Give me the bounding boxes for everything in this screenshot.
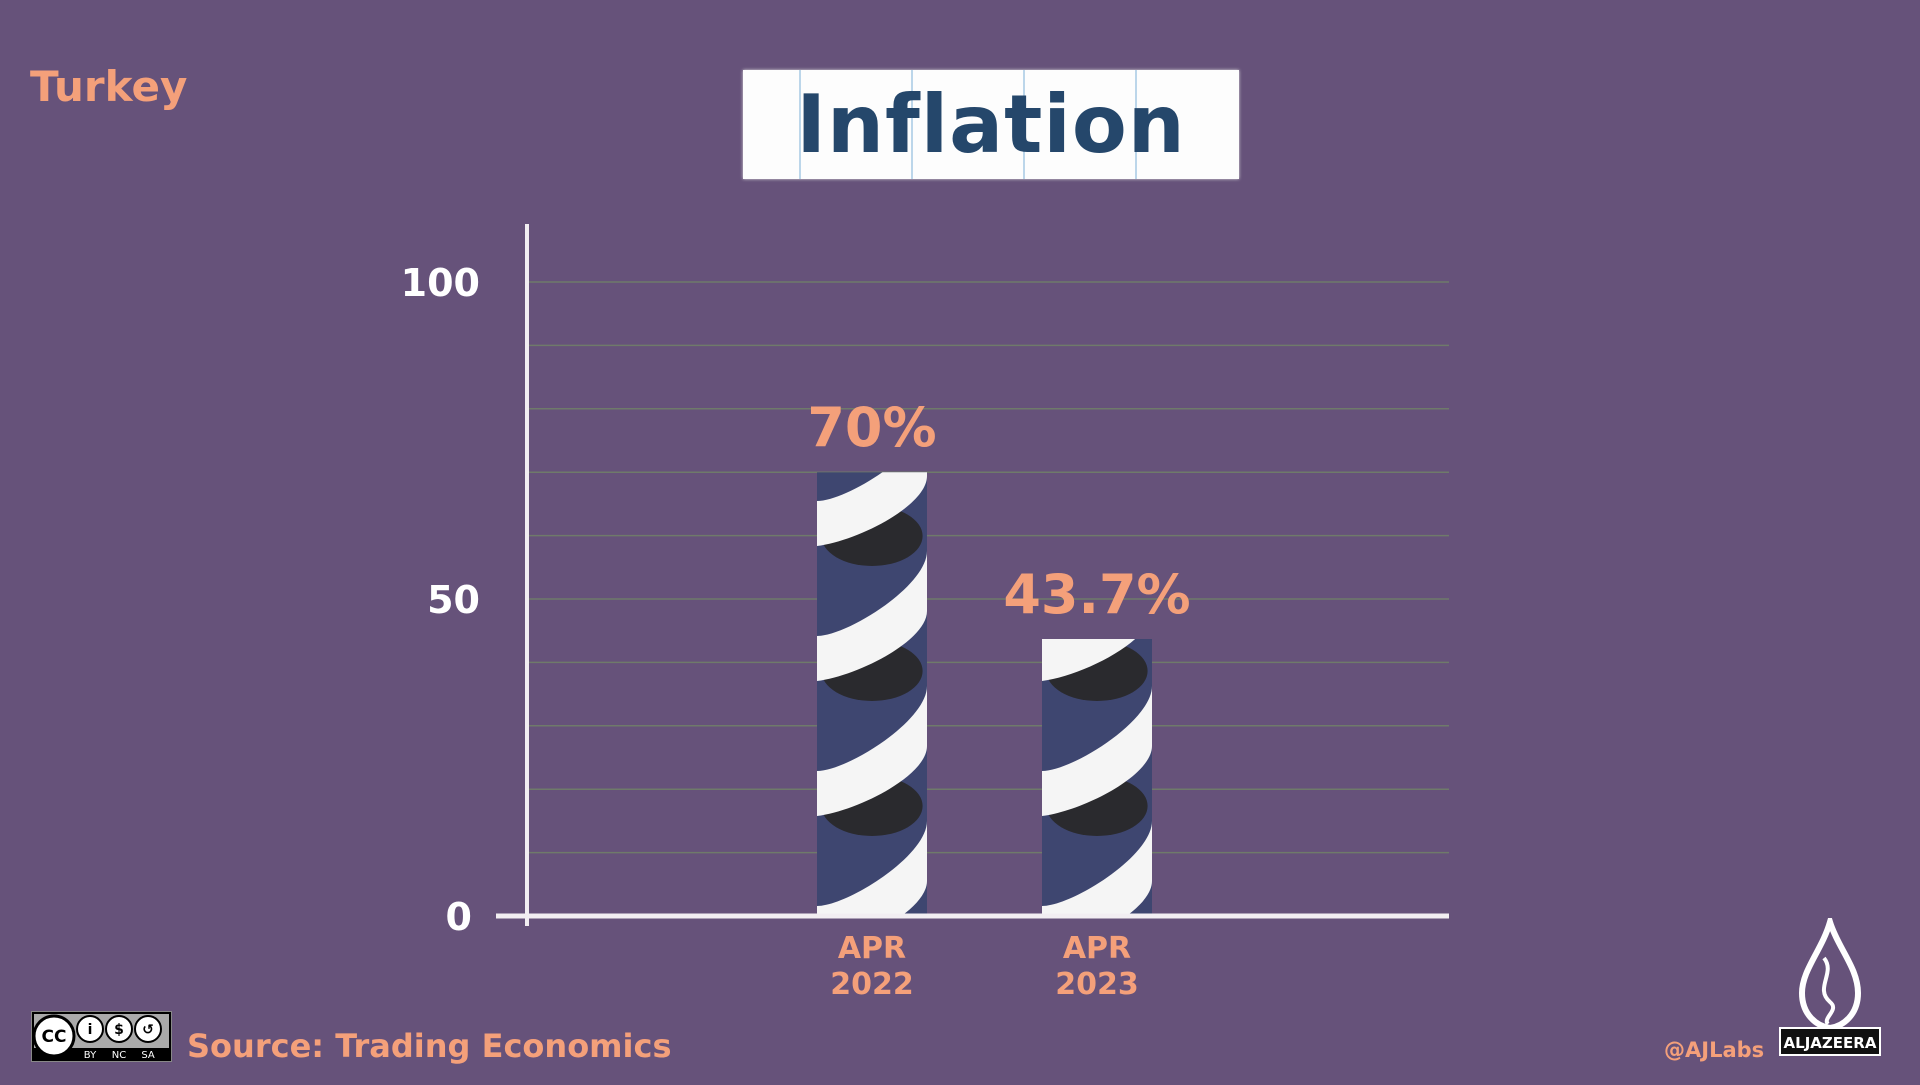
svg-text:i: i <box>88 1022 93 1038</box>
svg-text:SA: SA <box>141 1050 155 1061</box>
y-tick-label: 0 <box>446 895 472 939</box>
chart-title: Inflation <box>796 78 1186 171</box>
chart-title-card: Inflation <box>743 70 1239 179</box>
svg-text:$: $ <box>114 1022 124 1038</box>
bar-helix-spot <box>1046 371 1147 431</box>
bar <box>817 236 927 916</box>
x-tick-label: 2023 <box>1055 967 1139 1002</box>
bars <box>817 236 1152 917</box>
svg-text:ALJAZEERA: ALJAZEERA <box>1784 1034 1877 1052</box>
bar-helix-band <box>817 686 927 816</box>
gridlines <box>527 281 1449 854</box>
bar-helix-band <box>1042 821 1152 917</box>
bar-helix-band <box>817 551 927 681</box>
value-label: 70% <box>807 396 936 459</box>
x-tick-label: APR <box>1063 931 1131 966</box>
al-jazeera-logo-icon: ALJAZEERA <box>1779 911 1881 1056</box>
bar-helix-band <box>1042 686 1152 816</box>
svg-text:CC: CC <box>42 1027 67 1047</box>
country-label: Turkey <box>30 62 188 111</box>
cc-by-nc-sa-icon: CC i $ ↺ BY NC SA <box>32 1014 169 1061</box>
bar-helix-band <box>1042 416 1152 546</box>
bar-helix-band <box>817 472 927 546</box>
bar-helix-band <box>1042 638 1136 681</box>
svg-text:NC: NC <box>112 1050 126 1061</box>
svg-text:BY: BY <box>84 1050 97 1061</box>
svg-text:↺: ↺ <box>142 1022 154 1038</box>
source-note: Source: Trading Economics <box>187 1027 672 1065</box>
value-label: 43.7% <box>1003 563 1190 626</box>
aj-labs-handle: @AJLabs <box>1664 1038 1765 1062</box>
y-tick-label: 100 <box>401 261 480 305</box>
x-tick-label: APR <box>838 931 906 966</box>
al-jazeera-logo: ALJAZEERA <box>1778 911 1882 1058</box>
y-tick-label: 50 <box>427 578 480 622</box>
bar-helix-spot <box>821 236 922 296</box>
bar-helix-band <box>817 821 927 916</box>
x-tick-label: 2022 <box>830 967 914 1002</box>
cc-license-badge: CC i $ ↺ BY NC SA <box>31 1011 172 1062</box>
